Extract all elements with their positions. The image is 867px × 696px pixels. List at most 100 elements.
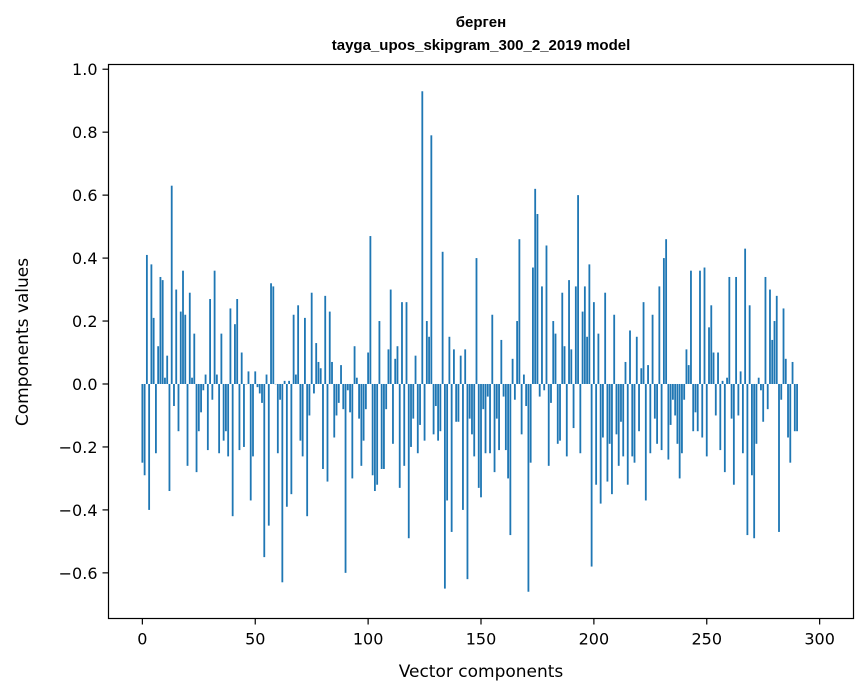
bar-116 xyxy=(403,383,406,466)
bar-16 xyxy=(177,383,180,432)
bar-130 xyxy=(434,383,437,407)
bar-132 xyxy=(439,383,442,432)
bar-11 xyxy=(166,355,169,384)
bar-184 xyxy=(556,383,559,444)
bar-48 xyxy=(249,383,252,501)
bar-209 xyxy=(613,314,616,384)
bar-18 xyxy=(182,270,184,384)
chart-title: берген xyxy=(456,14,506,31)
bar-125 xyxy=(423,383,426,441)
bar-82 xyxy=(326,383,329,482)
bar-161 xyxy=(504,383,507,451)
bar-75 xyxy=(310,292,313,384)
bar-257 xyxy=(721,380,724,384)
bar-186 xyxy=(561,292,564,384)
bar-232 xyxy=(665,239,668,384)
bar-270 xyxy=(751,383,753,476)
bar-254 xyxy=(714,383,717,416)
bar-76 xyxy=(313,383,315,394)
bar-227 xyxy=(653,383,656,419)
bar-283 xyxy=(780,383,783,400)
bar-108 xyxy=(385,383,388,410)
bar-286 xyxy=(787,383,789,438)
bar-72 xyxy=(304,317,306,384)
bar-12 xyxy=(168,383,171,492)
bar-25 xyxy=(197,383,200,432)
bar-17 xyxy=(179,311,182,384)
bar-200 xyxy=(592,302,595,384)
bar-120 xyxy=(412,383,415,419)
bar-198 xyxy=(588,264,591,384)
bar-110 xyxy=(389,289,392,384)
bar-0 xyxy=(141,383,144,463)
bar-39 xyxy=(229,308,232,384)
x-tick-label: 50 xyxy=(245,630,265,649)
y-tick-label: 1.0 xyxy=(72,60,97,79)
bar-22 xyxy=(191,377,193,384)
y-tick-label: 0.6 xyxy=(72,186,97,205)
bar-55 xyxy=(265,374,268,384)
bar-207 xyxy=(608,383,611,444)
bar-146 xyxy=(471,383,473,435)
bar-223 xyxy=(644,383,647,501)
bar-112 xyxy=(394,358,397,384)
bar-43 xyxy=(238,383,241,451)
chart-subtitle: tayga_upos_skipgram_300_2_2019 model xyxy=(332,37,631,54)
bar-203 xyxy=(599,383,602,504)
bar-217 xyxy=(631,383,634,457)
bar-197 xyxy=(586,336,589,384)
bar-106 xyxy=(380,383,383,469)
bar-245 xyxy=(694,383,697,413)
bar-49 xyxy=(252,383,254,457)
bar-61 xyxy=(279,383,281,400)
bar-255 xyxy=(717,352,719,384)
bar-246 xyxy=(696,383,699,432)
bar-179 xyxy=(545,245,548,384)
bar-68 xyxy=(294,374,297,384)
bar-42 xyxy=(236,299,239,384)
bar-206 xyxy=(606,383,609,482)
bar-38 xyxy=(227,383,230,457)
bar-148 xyxy=(475,258,478,384)
bar-187 xyxy=(563,346,566,384)
bar-167 xyxy=(518,239,521,384)
bar-73 xyxy=(306,383,309,517)
bar-176 xyxy=(538,383,541,397)
bar-272 xyxy=(755,383,758,444)
bar-111 xyxy=(392,383,394,444)
bar-256 xyxy=(719,383,722,451)
bar-56 xyxy=(267,383,270,526)
bar-279 xyxy=(771,339,774,384)
bar-113 xyxy=(396,346,399,384)
bar-47 xyxy=(247,371,250,384)
bar-142 xyxy=(462,383,464,510)
bar-29 xyxy=(206,383,209,451)
bar-23 xyxy=(193,333,196,384)
bar-32 xyxy=(213,270,216,384)
bar-150 xyxy=(480,383,482,498)
bar-127 xyxy=(428,336,430,384)
bar-178 xyxy=(543,383,546,391)
bar-211 xyxy=(617,383,620,466)
y-tick-label: 0.8 xyxy=(72,123,97,142)
bar-290 xyxy=(796,383,798,432)
bar-160 xyxy=(502,383,505,397)
bar-230 xyxy=(660,383,663,451)
bar-265 xyxy=(739,371,742,384)
bar-180 xyxy=(547,383,550,466)
bar-242 xyxy=(687,365,690,384)
bar-274 xyxy=(760,383,762,391)
bar-259 xyxy=(726,377,728,384)
bar-119 xyxy=(410,383,412,447)
bar-173 xyxy=(532,267,534,384)
bar-41 xyxy=(234,324,236,384)
bar-212 xyxy=(620,383,622,422)
bar-84 xyxy=(331,361,333,384)
x-axis-label: Vector components xyxy=(399,662,564,682)
y-tick-label: −0.4 xyxy=(59,501,98,520)
bar-1 xyxy=(143,383,146,476)
bar-166 xyxy=(516,321,519,384)
bar-177 xyxy=(541,286,543,384)
bar-181 xyxy=(550,383,552,403)
x-tick-label: 300 xyxy=(804,630,835,649)
